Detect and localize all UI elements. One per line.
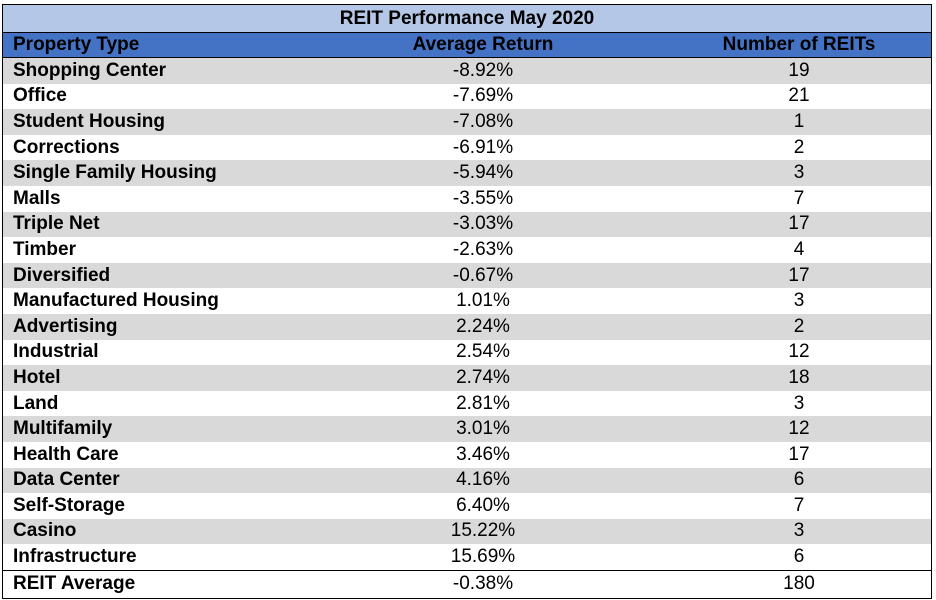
cell-average-return: -3.55%: [452, 187, 514, 209]
cell-average-return: -5.94%: [452, 162, 514, 184]
table-row: Malls -3.55% 7: [3, 186, 931, 212]
cell-number-of-reits: 17: [788, 213, 810, 235]
cell-property-type: Data Center: [13, 469, 120, 491]
cell-property-type: Infrastructure: [13, 546, 137, 568]
cell-property-type: Multifamily: [13, 418, 113, 440]
table-row: Multifamily 3.01% 12: [3, 416, 931, 442]
table-row: Industrial 2.54% 12: [3, 340, 931, 366]
cell-average-return: 2.81%: [456, 392, 510, 414]
table-row: Data Center 4.16% 6: [3, 467, 931, 494]
table-row: Health Care 3.46% 17: [3, 442, 931, 468]
cell-property-type: Land: [13, 392, 59, 414]
cell-property-type: Triple Net: [13, 213, 100, 235]
table-row: Manufactured Housing 1.01% 3: [3, 288, 931, 314]
table-row: Casino 15.22% 3: [3, 518, 931, 545]
column-header-number-of-reits: Number of REITs: [722, 34, 876, 55]
cell-property-type: Manufactured Housing: [13, 290, 219, 312]
cell-number-of-reits: 21: [788, 85, 810, 107]
cell-average-return: 15.69%: [450, 546, 516, 568]
cell-number-of-reits: 7: [793, 494, 805, 516]
footer-cell-label: REIT Average: [13, 573, 136, 595]
cell-number-of-reits: 6: [793, 469, 805, 491]
table-row: Student Housing -7.08% 1: [3, 109, 931, 135]
table-row: Self-Storage 6.40% 7: [3, 493, 931, 519]
cell-property-type: Office: [13, 85, 67, 107]
cell-number-of-reits: 3: [793, 392, 805, 414]
cell-average-return: -8.92%: [452, 59, 514, 81]
cell-average-return: 2.74%: [456, 366, 510, 388]
cell-property-type: Timber: [13, 238, 77, 260]
cell-property-type: Corrections: [13, 136, 120, 158]
cell-number-of-reits: 3: [793, 290, 805, 312]
cell-average-return: -7.08%: [452, 110, 514, 132]
cell-average-return: 2.54%: [456, 341, 510, 363]
cell-property-type: Hotel: [13, 366, 61, 388]
cell-average-return: -3.03%: [452, 213, 514, 235]
table-row: Office -7.69% 21: [3, 84, 931, 110]
cell-average-return: 3.01%: [456, 418, 510, 440]
table-title: REIT Performance May 2020: [3, 5, 931, 33]
cell-average-return: -2.63%: [452, 238, 514, 260]
cell-property-type: Health Care: [13, 443, 119, 465]
footer-cell-average-return: -0.38%: [452, 573, 514, 595]
column-header-property-type: Property Type: [13, 34, 140, 55]
cell-property-type: Single Family Housing: [13, 162, 217, 184]
footer-row-reit-average: REIT Average -0.38% 180: [3, 569, 931, 598]
table-row: Advertising 2.24% 2: [3, 313, 931, 340]
cell-number-of-reits: 12: [788, 341, 810, 363]
cell-average-return: 6.40%: [456, 494, 510, 516]
cell-property-type: Malls: [13, 187, 61, 209]
cell-number-of-reits: 2: [793, 315, 805, 337]
cell-number-of-reits: 7: [793, 187, 805, 209]
cell-number-of-reits: 2: [793, 136, 805, 158]
cell-number-of-reits: 12: [788, 418, 810, 440]
table-row: Triple Net -3.03% 17: [3, 211, 931, 238]
cell-number-of-reits: 17: [788, 443, 810, 465]
table-row: Diversified -0.67% 17: [3, 262, 931, 289]
table-row: Land 2.81% 3: [3, 391, 931, 417]
table-row: Shopping Center -8.92% 19: [3, 58, 931, 84]
cell-average-return: 1.01%: [456, 290, 510, 312]
cell-number-of-reits: 1: [793, 110, 805, 132]
cell-property-type: Industrial: [13, 341, 99, 363]
reit-performance-table: REIT Performance May 2020 Property Type …: [2, 4, 932, 599]
cell-average-return: 4.16%: [456, 469, 510, 491]
cell-number-of-reits: 6: [793, 546, 805, 568]
cell-number-of-reits: 17: [788, 264, 810, 286]
cell-property-type: Student Housing: [13, 110, 165, 132]
header-row: Property Type Average Return Number of R…: [3, 33, 931, 58]
cell-number-of-reits: 3: [793, 520, 805, 542]
cell-average-return: -7.69%: [452, 85, 514, 107]
table-row: Timber -2.63% 4: [3, 237, 931, 263]
cell-number-of-reits: 19: [788, 59, 810, 81]
cell-number-of-reits: 18: [788, 366, 810, 388]
cell-average-return: 2.24%: [456, 315, 510, 337]
table-row: Hotel 2.74% 18: [3, 365, 931, 391]
cell-property-type: Self-Storage: [13, 494, 125, 516]
cell-average-return: 15.22%: [450, 520, 516, 542]
cell-number-of-reits: 4: [793, 238, 805, 260]
cell-average-return: 3.46%: [456, 443, 510, 465]
cell-property-type: Shopping Center: [13, 59, 167, 81]
cell-average-return: -0.67%: [452, 264, 514, 286]
column-header-average-return: Average Return: [412, 34, 554, 55]
cell-average-return: -6.91%: [452, 136, 514, 158]
cell-property-type: Casino: [13, 520, 77, 542]
table-body: Shopping Center -8.92% 19 Office -7.69% 21 Stu…: [3, 58, 931, 570]
table-row: Corrections -6.91% 2: [3, 135, 931, 161]
table-row: Infrastructure 15.69% 6: [3, 544, 931, 570]
cell-number-of-reits: 3: [793, 162, 805, 184]
cell-property-type: Advertising: [13, 315, 118, 337]
cell-property-type: Diversified: [13, 264, 111, 286]
table-row: Single Family Housing -5.94% 3: [3, 160, 931, 186]
footer-cell-number-of-reits: 180: [783, 573, 815, 595]
